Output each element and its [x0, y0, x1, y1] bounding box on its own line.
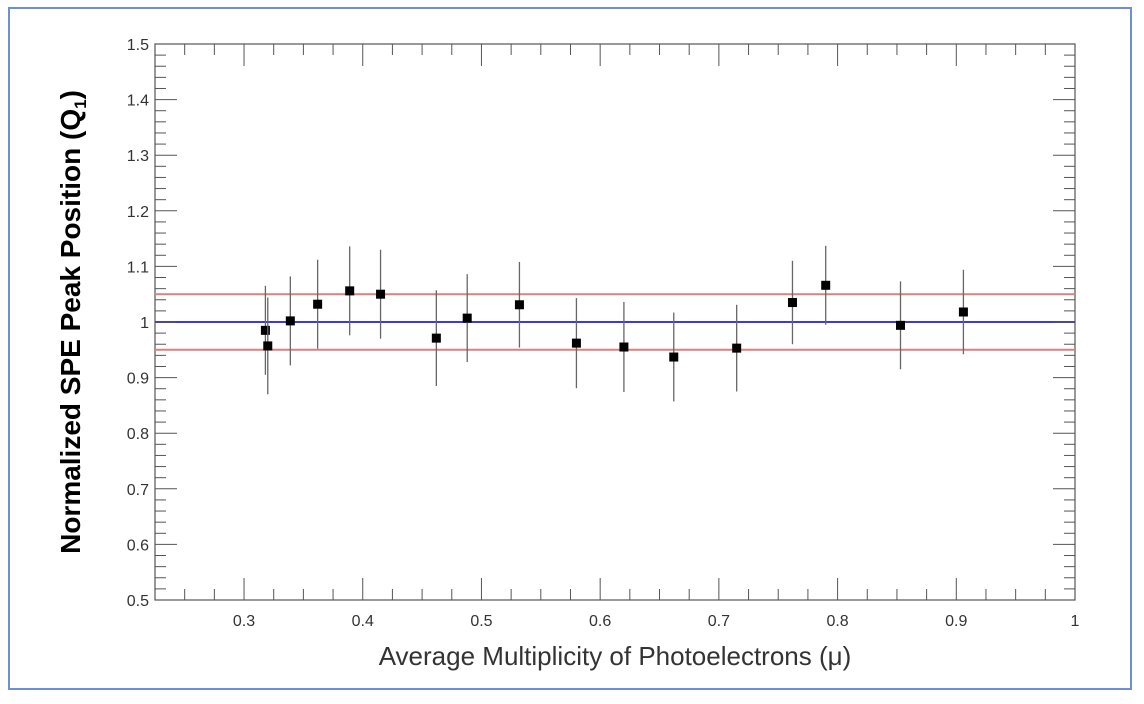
- y-tick-label: 1.4: [127, 93, 149, 110]
- y-tick-label: 1.3: [127, 148, 149, 165]
- x-tick-label: 0.8: [826, 613, 848, 630]
- data-point: [669, 352, 679, 362]
- y-axis-ticks: [155, 43, 1075, 601]
- y-tick-label: 1.1: [127, 259, 149, 276]
- x-tick-label: 0.7: [708, 613, 730, 630]
- data-points: [260, 245, 968, 402]
- y-axis-title-close: ): [55, 90, 86, 99]
- data-point: [313, 299, 323, 309]
- x-axis-title: Average Multiplicity of Photoelectrons (…: [379, 641, 852, 671]
- data-point: [821, 280, 831, 290]
- y-tick-label: 0.8: [127, 426, 149, 443]
- x-tick-label: 0.6: [589, 613, 611, 630]
- data-point: [260, 325, 270, 335]
- data-point: [732, 343, 742, 353]
- data-point: [376, 289, 386, 299]
- data-point: [619, 342, 629, 352]
- x-tick-label: 0.9: [945, 613, 967, 630]
- y-tick-label: 0.5: [127, 593, 149, 610]
- y-tick-label: 0.6: [127, 537, 149, 554]
- data-point: [263, 341, 273, 351]
- x-tick-label: 0.3: [233, 613, 255, 630]
- data-point: [285, 316, 295, 326]
- x-tick-label: 0.5: [470, 613, 492, 630]
- y-axis-title-main: Normalized SPE Peak Position (Q: [55, 109, 86, 554]
- data-point: [462, 313, 472, 323]
- data-point: [895, 320, 905, 330]
- y-axis-tick-labels: 0.5 0.6 0.7 0.8 0.9 1 1.1 1.2 1.3 1.4 1.5: [127, 37, 149, 610]
- data-point: [787, 298, 797, 308]
- x-axis-tick-labels: 0.3 0.4 0.5 0.6 0.7 0.8 0.9 1: [233, 613, 1080, 630]
- y-tick-label: 1: [140, 315, 149, 332]
- y-axis-title: Normalized SPE Peak Position (Q1): [55, 90, 90, 554]
- x-tick-label: 1: [1071, 613, 1080, 630]
- data-point: [958, 307, 968, 317]
- x-tick-label: 0.4: [352, 613, 374, 630]
- chart-frame: [8, 7, 1132, 690]
- y-tick-label: 1.5: [127, 37, 149, 54]
- data-point: [571, 338, 581, 348]
- y-tick-label: 1.2: [127, 204, 149, 221]
- y-tick-label: 0.7: [127, 482, 149, 499]
- y-tick-label: 0.9: [127, 371, 149, 388]
- reference-lines: [155, 293, 1075, 351]
- data-point: [345, 286, 355, 296]
- data-point: [431, 333, 441, 343]
- x-axis-ticks: [154, 44, 1076, 600]
- data-point: [514, 300, 524, 310]
- y-axis-title-subscript: 1: [71, 99, 90, 108]
